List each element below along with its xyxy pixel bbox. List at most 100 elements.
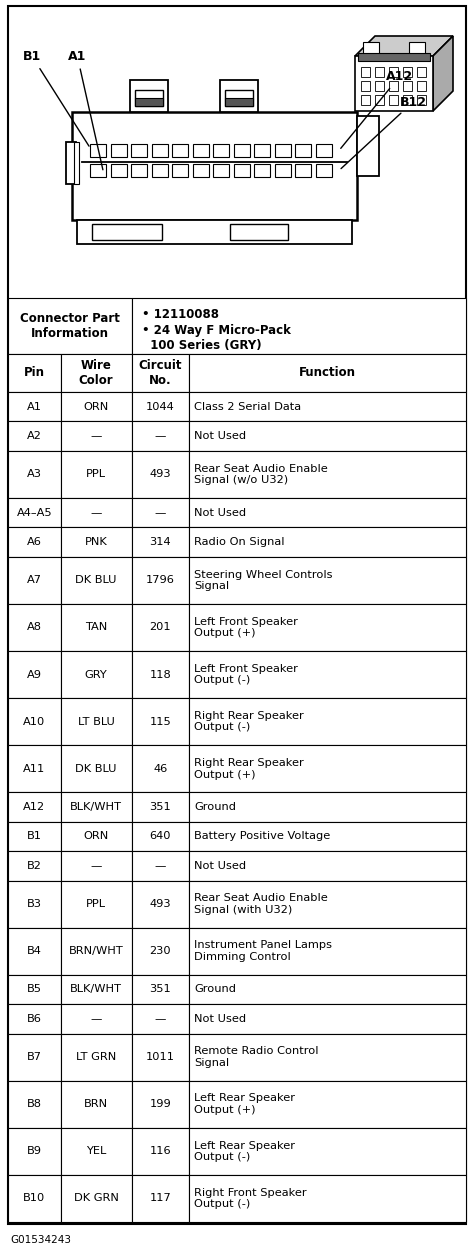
Bar [92, 224, 163, 240]
Bar [73, 111, 357, 220]
Bar [132, 354, 189, 392]
Text: B2: B2 [27, 861, 42, 871]
Bar [61, 975, 132, 1004]
Bar [8, 651, 61, 699]
Text: 46: 46 [153, 764, 167, 774]
Bar [8, 793, 61, 821]
Text: Wire
Color: Wire Color [79, 359, 113, 387]
Bar [61, 1174, 132, 1222]
Text: A7: A7 [27, 576, 42, 586]
Bar [403, 68, 412, 78]
Bar [61, 1080, 132, 1128]
Text: A12: A12 [341, 70, 413, 148]
Bar [132, 603, 189, 651]
Bar [132, 1128, 189, 1174]
Bar [132, 745, 189, 793]
Bar [189, 651, 466, 699]
Bar [132, 880, 189, 928]
Text: Rear Seat Audio Enable
Signal (w/o U32): Rear Seat Audio Enable Signal (w/o U32) [194, 463, 328, 486]
Bar [61, 651, 132, 699]
Bar [220, 80, 258, 111]
Text: GRY: GRY [85, 670, 108, 680]
Bar [226, 98, 254, 106]
Text: BLK/WHT: BLK/WHT [70, 984, 122, 994]
Text: 117: 117 [149, 1193, 171, 1203]
Bar [389, 68, 398, 78]
Bar [132, 1004, 189, 1034]
Bar [8, 821, 61, 851]
Text: 351: 351 [149, 803, 171, 813]
Bar [132, 1174, 189, 1222]
Text: Rear Seat Audio Enable
Signal (with U32): Rear Seat Audio Enable Signal (with U32) [194, 894, 328, 915]
Bar [316, 144, 332, 156]
Bar [132, 498, 189, 527]
Text: 118: 118 [149, 670, 171, 680]
Text: 1011: 1011 [146, 1052, 175, 1062]
Text: Right Rear Speaker
Output (-): Right Rear Speaker Output (-) [194, 711, 304, 732]
Bar [61, 354, 132, 392]
Text: B6: B6 [27, 1014, 42, 1024]
Bar [355, 56, 433, 111]
Text: BRN/WHT: BRN/WHT [69, 947, 124, 957]
Bar [375, 81, 384, 91]
Bar [8, 392, 61, 422]
Bar [91, 144, 107, 156]
Bar [131, 164, 147, 177]
Bar [152, 164, 168, 177]
Bar [91, 164, 107, 177]
Text: —: — [155, 507, 166, 517]
Bar [8, 298, 132, 354]
Bar [295, 144, 311, 156]
Text: —: — [155, 431, 166, 441]
Text: Remote Radio Control
Signal: Remote Radio Control Signal [194, 1047, 319, 1068]
Bar [189, 557, 466, 603]
Text: PPL: PPL [86, 899, 106, 909]
Polygon shape [355, 36, 453, 56]
Text: BRN: BRN [84, 1099, 108, 1109]
Text: B1: B1 [23, 50, 89, 146]
Bar [316, 164, 332, 177]
Text: —: — [155, 861, 166, 871]
Bar [189, 498, 466, 527]
Bar [61, 603, 132, 651]
Text: 201: 201 [149, 622, 171, 632]
Bar [189, 422, 466, 451]
Text: 115: 115 [149, 716, 171, 726]
Text: —: — [155, 1014, 166, 1024]
Bar [8, 975, 61, 1004]
Bar [189, 1174, 466, 1222]
Bar [361, 95, 370, 105]
Bar [132, 651, 189, 699]
Text: Left Rear Speaker
Output (-): Left Rear Speaker Output (-) [194, 1141, 295, 1162]
Bar [111, 144, 127, 156]
Text: Left Rear Speaker
Output (+): Left Rear Speaker Output (+) [194, 1093, 295, 1116]
Bar [152, 144, 168, 156]
Text: 199: 199 [149, 1099, 171, 1109]
Text: ORN: ORN [83, 831, 109, 841]
Text: Not Used: Not Used [194, 1014, 246, 1024]
Bar [132, 527, 189, 557]
Text: Not Used: Not Used [194, 507, 246, 517]
Bar [403, 81, 412, 91]
Bar [8, 527, 61, 557]
Text: PPL: PPL [86, 470, 106, 480]
Bar [131, 144, 147, 156]
Text: LT GRN: LT GRN [76, 1052, 116, 1062]
Text: Instrument Panel Lamps
Dimming Control: Instrument Panel Lamps Dimming Control [194, 940, 332, 962]
Bar [417, 81, 426, 91]
Bar [8, 1034, 61, 1080]
Bar [189, 392, 466, 422]
Bar [132, 1034, 189, 1080]
Text: —: — [91, 507, 102, 517]
Text: B1: B1 [27, 831, 42, 841]
Text: A12: A12 [23, 803, 46, 813]
Bar [61, 1004, 132, 1034]
Bar [136, 90, 164, 106]
Text: LT BLU: LT BLU [78, 716, 115, 726]
Bar [61, 498, 132, 527]
Bar [132, 1080, 189, 1128]
Bar [61, 928, 132, 975]
Bar [234, 164, 250, 177]
Text: A2: A2 [27, 431, 42, 441]
Text: TAN: TAN [85, 622, 107, 632]
